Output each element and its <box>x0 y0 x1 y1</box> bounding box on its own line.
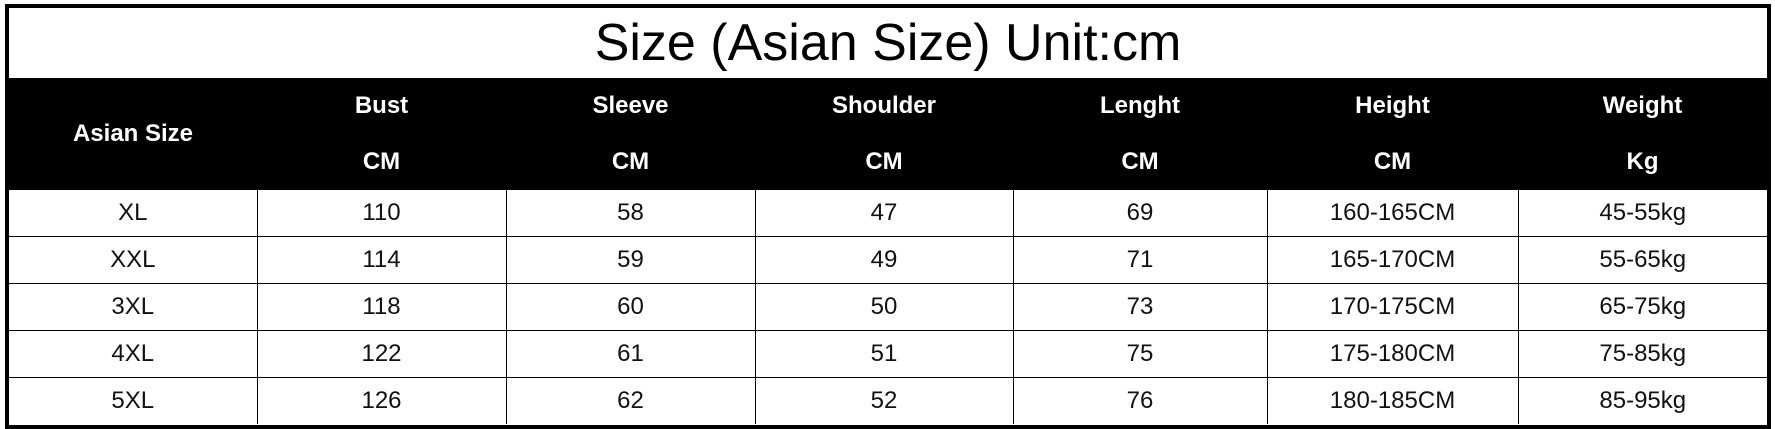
unit-sleeve: CM <box>506 134 755 190</box>
size-cell: 5XL <box>9 377 258 424</box>
value-cell: 160-165CM <box>1266 190 1519 237</box>
value-cell: 75 <box>1012 330 1268 378</box>
value-cell: 62 <box>505 377 756 424</box>
value-cell: 85-95kg <box>1517 377 1767 424</box>
unit-length: CM <box>1013 134 1267 190</box>
value-cell: 69 <box>1012 190 1268 237</box>
value-cell: 180-185CM <box>1266 377 1519 424</box>
header-bust: Bust <box>257 78 506 134</box>
unit-weight: Kg <box>1518 134 1767 190</box>
value-cell: 50 <box>754 283 1014 331</box>
header-row-names: Asian Size Bust Sleeve Shoulder Lenght H… <box>9 78 1767 190</box>
value-cell: 51 <box>754 330 1014 378</box>
size-chart: Size (Asian Size) Unit:cm Asian Size Bus… <box>5 4 1771 429</box>
table-row: 5XL 126 62 52 76 180-185CM 85-95kg <box>9 377 1767 424</box>
value-cell: 118 <box>256 283 507 331</box>
value-cell: 175-180CM <box>1266 330 1519 378</box>
unit-bust: CM <box>257 134 506 190</box>
value-cell: 45-55kg <box>1517 190 1767 237</box>
table-row: 4XL 122 61 51 75 175-180CM 75-85kg <box>9 330 1767 378</box>
value-cell: 110 <box>256 190 507 237</box>
unit-height: CM <box>1267 134 1518 190</box>
size-table: Asian Size Bust Sleeve Shoulder Lenght H… <box>9 78 1767 424</box>
chart-title: Size (Asian Size) Unit:cm <box>594 14 1182 72</box>
value-cell: 65-75kg <box>1517 283 1767 331</box>
header-height: Height <box>1267 78 1518 134</box>
header-sleeve: Sleeve <box>506 78 755 134</box>
value-cell: 75-85kg <box>1517 330 1767 378</box>
header-row-units: CM CM CM CM CM Kg <box>9 134 1767 190</box>
value-cell: 71 <box>1012 236 1268 284</box>
value-cell: 114 <box>256 236 507 284</box>
size-cell: 3XL <box>9 283 258 331</box>
value-cell: 61 <box>505 330 756 378</box>
value-cell: 52 <box>754 377 1014 424</box>
value-cell: 122 <box>256 330 507 378</box>
value-cell: 47 <box>754 190 1014 237</box>
size-cell: XL <box>9 190 258 237</box>
value-cell: 59 <box>505 236 756 284</box>
value-cell: 76 <box>1012 377 1268 424</box>
size-cell: 4XL <box>9 330 258 378</box>
unit-shoulder: CM <box>755 134 1013 190</box>
size-cell: XXL <box>9 236 258 284</box>
value-cell: 170-175CM <box>1266 283 1519 331</box>
value-cell: 60 <box>505 283 756 331</box>
value-cell: 73 <box>1012 283 1268 331</box>
value-cell: 49 <box>754 236 1014 284</box>
header-length: Lenght <box>1013 78 1267 134</box>
table-row: XXL 114 59 49 71 165-170CM 55-65kg <box>9 236 1767 284</box>
table-row: 3XL 118 60 50 73 170-175CM 65-75kg <box>9 283 1767 331</box>
value-cell: 126 <box>256 377 507 424</box>
header-asian-size: Asian Size <box>9 78 257 190</box>
header-shoulder: Shoulder <box>755 78 1013 134</box>
header-weight: Weight <box>1518 78 1767 134</box>
table-row: XL 110 58 47 69 160-165CM 45-55kg <box>9 190 1767 237</box>
value-cell: 55-65kg <box>1517 236 1767 284</box>
value-cell: 58 <box>505 190 756 237</box>
value-cell: 165-170CM <box>1266 236 1519 284</box>
